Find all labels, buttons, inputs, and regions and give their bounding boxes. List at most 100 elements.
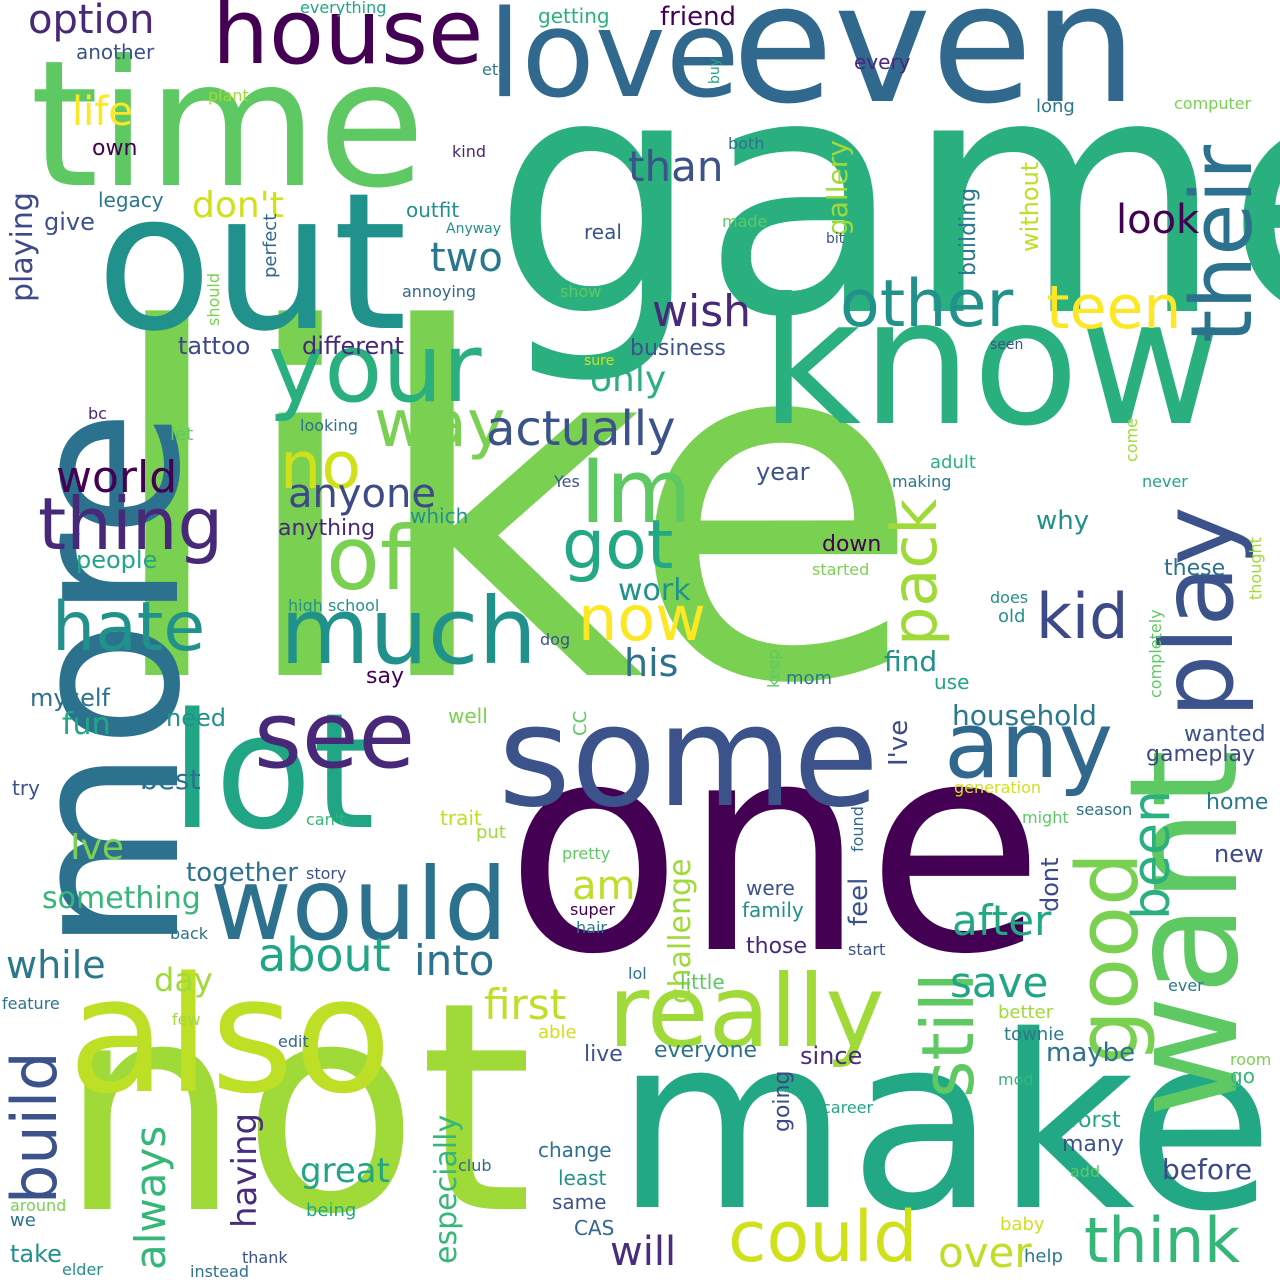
word-best: best [140, 763, 201, 796]
word-generation: generation [954, 778, 1042, 797]
word-about: about [258, 928, 391, 982]
word-pretty: pretty [562, 844, 611, 863]
word-long: long [1036, 96, 1075, 117]
word-time: time [30, 24, 426, 227]
word-edit: edit [278, 1032, 309, 1051]
word-wish: wish [652, 286, 752, 337]
word-day: day [154, 961, 213, 999]
word-legacy: legacy [98, 188, 164, 212]
word-playing: playing [5, 192, 40, 302]
word-etc: etc [482, 60, 507, 79]
word-anything: anything [278, 516, 376, 541]
word-career: career [822, 1098, 874, 1117]
word-bc: bc [88, 404, 107, 423]
word-off: off [326, 507, 441, 610]
word-worst: worst [1060, 1108, 1121, 1133]
word-way: way [374, 387, 506, 462]
word-now: now [578, 582, 706, 655]
word-come: come [1122, 417, 1141, 462]
word-don't: don't [192, 185, 284, 226]
word-love: love [488, 0, 740, 125]
word-especially: especially [429, 1114, 464, 1264]
word-Yes: Yes [554, 472, 580, 491]
word-plant: plant [208, 86, 249, 105]
word-give: give [44, 208, 95, 236]
word-high school: high school [288, 596, 380, 615]
word-least: least [558, 1166, 607, 1190]
word-computer: computer [1174, 94, 1252, 113]
word-try: try [12, 776, 40, 800]
word-their: their [1173, 144, 1272, 343]
word-adult: adult [930, 452, 976, 473]
word-back: back [170, 924, 209, 943]
word-year: year [756, 458, 810, 486]
word-go: go [1230, 1064, 1255, 1088]
word-maybe: maybe [1046, 1038, 1136, 1068]
word-look: look [1116, 197, 1200, 243]
word-find: find [884, 645, 938, 678]
word-new: new [1214, 840, 1264, 868]
word-change: change [538, 1138, 612, 1162]
word-perfect: perfect [260, 213, 281, 278]
word-found: found [848, 806, 867, 852]
word-make: make [615, 984, 1274, 1264]
word-does: does [990, 588, 1029, 607]
word-know: know [760, 262, 1223, 465]
word-really: really [608, 953, 885, 1070]
word-baby: baby [1000, 1214, 1045, 1235]
word-life: life [72, 89, 133, 135]
word-two: two [430, 235, 503, 281]
word-actually: actually [486, 401, 676, 457]
word-few: few [172, 1010, 201, 1029]
word-another: another [76, 40, 155, 64]
word-like: like [100, 230, 923, 789]
word-pack: pack [878, 498, 951, 646]
word-having: having [225, 1112, 265, 1228]
word-thought: thought [1246, 537, 1265, 600]
word-bit: bit [826, 231, 845, 247]
word-mom: mom [786, 668, 833, 689]
word-put: put [476, 822, 506, 843]
word-gameplay: gameplay [1146, 742, 1255, 767]
word-some: some [498, 676, 880, 839]
word-been: been [1122, 790, 1182, 920]
word-could: could [728, 1196, 918, 1278]
word-feature: feature [2, 994, 60, 1013]
word-should: should [204, 272, 223, 326]
word-anyone: anyone [288, 471, 436, 517]
word-always: always [126, 1125, 175, 1270]
word-many: many [1062, 1132, 1124, 1157]
word-seen: seen [990, 337, 1024, 353]
word-kid: kid [1036, 580, 1129, 653]
word-tattoo: tattoo [178, 332, 251, 360]
word-CAS: CAS [574, 1216, 615, 1240]
word-hair: hair [576, 918, 607, 937]
word-different: different [302, 332, 404, 360]
word-we: we [10, 1210, 36, 1231]
word-lol: lol [628, 964, 647, 983]
word-keep: keep [764, 649, 783, 688]
word-any: any [944, 692, 1114, 799]
word-thank: thank [242, 1248, 288, 1267]
word-Anyway: Anyway [446, 221, 502, 237]
word-ever: ever [1168, 976, 1204, 995]
word-might: might [1022, 808, 1069, 827]
word-your: your [268, 314, 482, 424]
word-feel: feel [844, 877, 874, 926]
word-club: club [458, 1156, 492, 1175]
word-fun: fun [62, 707, 111, 742]
word-season: season [1076, 800, 1133, 819]
word-family: family [742, 898, 804, 922]
word-dont: dont [1036, 857, 1064, 912]
word-world: world [56, 452, 178, 503]
word-great: great [300, 1151, 390, 1191]
word-real: real [584, 220, 622, 244]
word-being: being [306, 1200, 357, 1221]
word-kind: kind [452, 142, 487, 161]
word-started: started [812, 560, 870, 579]
word-see: see [254, 682, 416, 789]
word-which: which [410, 504, 469, 528]
word-household: household [952, 699, 1097, 732]
word-together: together [186, 858, 298, 888]
